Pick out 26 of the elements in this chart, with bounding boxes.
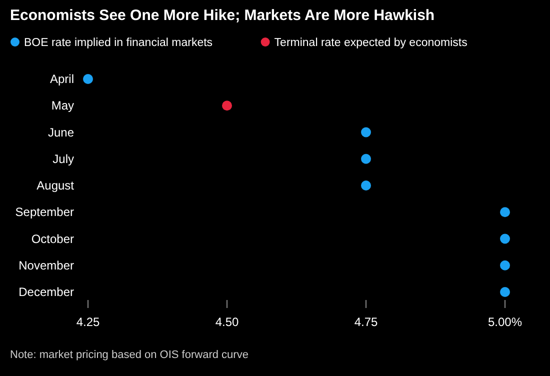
x-tick-label: 5.00% — [488, 315, 522, 329]
y-tick-label: December — [18, 285, 74, 299]
x-tick-label: 4.25 — [76, 315, 100, 329]
point — [361, 127, 371, 138]
y-tick-label: June — [48, 125, 74, 140]
point — [500, 260, 510, 270]
point — [361, 154, 371, 164]
point — [83, 74, 93, 84]
legend-label: BOE rate implied in financial markets — [24, 37, 213, 49]
point — [500, 207, 510, 218]
y-tick-label: November — [18, 258, 74, 272]
point — [500, 287, 510, 297]
point — [500, 234, 510, 244]
legend-label: Terminal rate expected by economists — [274, 37, 468, 49]
point — [361, 180, 371, 190]
point — [222, 100, 232, 111]
y-tick-label: July — [52, 152, 74, 166]
y-tick-label: October — [31, 232, 74, 246]
x-tick-label: 4.75 — [354, 315, 378, 329]
text: Note: market pricing based on OIS forward curve — [10, 349, 248, 361]
x-tick-label: 4.50 — [215, 315, 239, 329]
y-tick-label: April — [50, 72, 74, 86]
chart-title: Economists See One More Hike; Markets Are More Hawkish — [10, 7, 435, 24]
y-tick-label: August — [36, 178, 75, 192]
y-tick-label: September — [15, 205, 74, 220]
y-tick-label: May — [51, 98, 74, 113]
